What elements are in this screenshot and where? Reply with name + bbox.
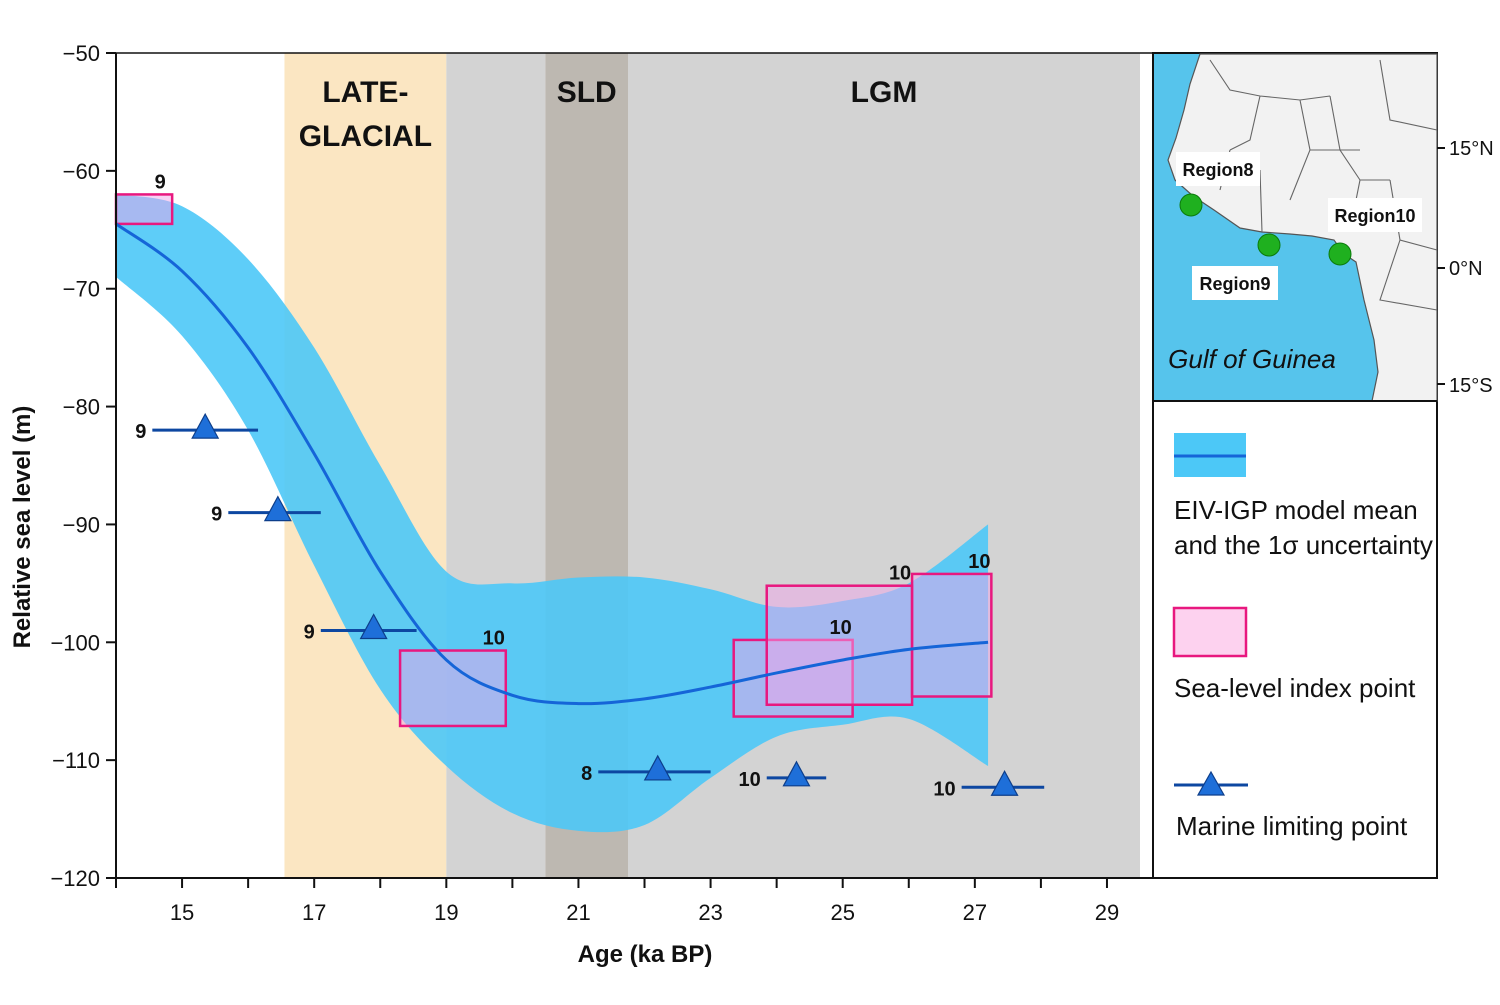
region10-site-marker <box>1328 242 1352 266</box>
x-axis-title: Age (ka BP) <box>578 941 713 968</box>
limiting-point-layer <box>152 412 1045 796</box>
x-tick-label: 23 <box>698 900 722 925</box>
region10-label-box <box>1328 198 1422 232</box>
y-tick-label: −60 <box>63 159 100 184</box>
side-panel: 15°N 0°N 15°S Region8 Region9 Region10 G… <box>1152 52 1494 879</box>
legend-model-line1: EIV-IGP model mean <box>1174 495 1418 525</box>
x-tick-label: 15 <box>170 900 194 925</box>
index-point-box <box>910 572 993 698</box>
y-tick-label: −90 <box>63 512 100 537</box>
legend-limiting-label: Marine limiting point <box>1176 811 1408 841</box>
index-point-box <box>114 193 174 226</box>
x-tick-label: 21 <box>566 900 590 925</box>
mean-line-layer <box>115 222 989 706</box>
period-label-line2: GLACIAL <box>299 120 432 153</box>
limiting-point-label: 10 <box>738 769 760 791</box>
limiting-point-label: 9 <box>211 504 222 526</box>
region9-label: Region9 <box>1199 274 1270 294</box>
map-land <box>1167 53 1438 402</box>
x-tick-label: 17 <box>302 900 326 925</box>
region9-site-marker <box>1257 233 1281 257</box>
y-tick-label: −120 <box>50 866 100 891</box>
limiting-point-marker <box>191 412 220 439</box>
index-point-label: 10 <box>889 563 911 585</box>
lat-label-0n: 0°N <box>1449 258 1483 280</box>
index-point-box <box>765 584 914 707</box>
legend: EIV-IGP model mean and the 1σ uncertaint… <box>1172 433 1433 841</box>
lat-label-15n: 15°N <box>1449 138 1494 160</box>
legend-index-swatch <box>1172 606 1248 658</box>
index-point-label: 9 <box>155 171 166 193</box>
axes: −50 −60 −70 −80 −90 −100 −110 −120 15 17 19 21 23 25… <box>9 41 1153 968</box>
gulf-of-guinea-label: Gulf of Guinea <box>1168 344 1336 374</box>
x-ticks: 15 17 19 21 23 25 27 29 <box>115 878 1119 925</box>
region10-label: Region10 <box>1334 206 1415 226</box>
period-label: LATE- <box>322 76 408 109</box>
limiting-point-label: 9 <box>135 421 146 443</box>
region8-site-marker <box>1179 193 1203 217</box>
index-point-label: 10 <box>483 628 505 650</box>
y-tick-label: −100 <box>50 630 100 655</box>
y-tick-label: −50 <box>63 41 100 66</box>
y-tick-label: −70 <box>63 277 100 302</box>
y-tick-label: −110 <box>52 748 100 773</box>
period-label: SLD <box>557 76 617 109</box>
index-point-label: 10 <box>829 617 851 639</box>
mean-line <box>115 222 989 706</box>
limiting-point-marker <box>990 769 1019 796</box>
limiting-point-label: 10 <box>933 778 955 800</box>
limiting-point-marker <box>359 613 388 640</box>
inset-map: 15°N 0°N 15°S Region8 Region9 Region10 G… <box>1154 53 1494 402</box>
x-tick-label: 25 <box>830 900 854 925</box>
legend-index-label: Sea-level index point <box>1174 673 1416 703</box>
lat-label-15s: 15°S <box>1449 375 1493 397</box>
plot-area: LATE- GLACIAL SLD LGM 9 10 10 10 10 8 9 9 9 10 10 <box>114 53 1140 878</box>
limiting-point-label: 9 <box>304 622 315 644</box>
index-point-label: 10 <box>968 551 990 573</box>
y-axis-title: Relative sea level (m) <box>9 406 36 649</box>
x-tick-label: 27 <box>963 900 987 925</box>
limiting-point-marker <box>643 754 672 781</box>
legend-limiting-triangle-swatch <box>1196 770 1226 796</box>
region8-label-box <box>1176 152 1260 186</box>
legend-model-line2: and the 1σ uncertainty <box>1174 530 1433 560</box>
limiting-point-marker <box>263 495 292 522</box>
index-point-box <box>398 649 508 728</box>
period-labels: LATE- GLACIAL SLD LGM <box>299 76 918 153</box>
y-ticks: −50 −60 −70 −80 −90 −100 −110 −120 <box>50 41 116 891</box>
y-tick-label: −80 <box>63 395 100 420</box>
region8-label: Region8 <box>1182 160 1253 180</box>
x-tick-label: 19 <box>434 900 458 925</box>
x-tick-label: 29 <box>1095 900 1119 925</box>
limiting-point-label: 8 <box>581 763 592 785</box>
limiting-point-marker <box>782 760 811 787</box>
period-label: LGM <box>851 76 918 109</box>
region9-label-box <box>1192 266 1278 300</box>
mark-labels-layer: 9 10 10 10 10 8 9 9 9 10 10 <box>135 171 990 800</box>
